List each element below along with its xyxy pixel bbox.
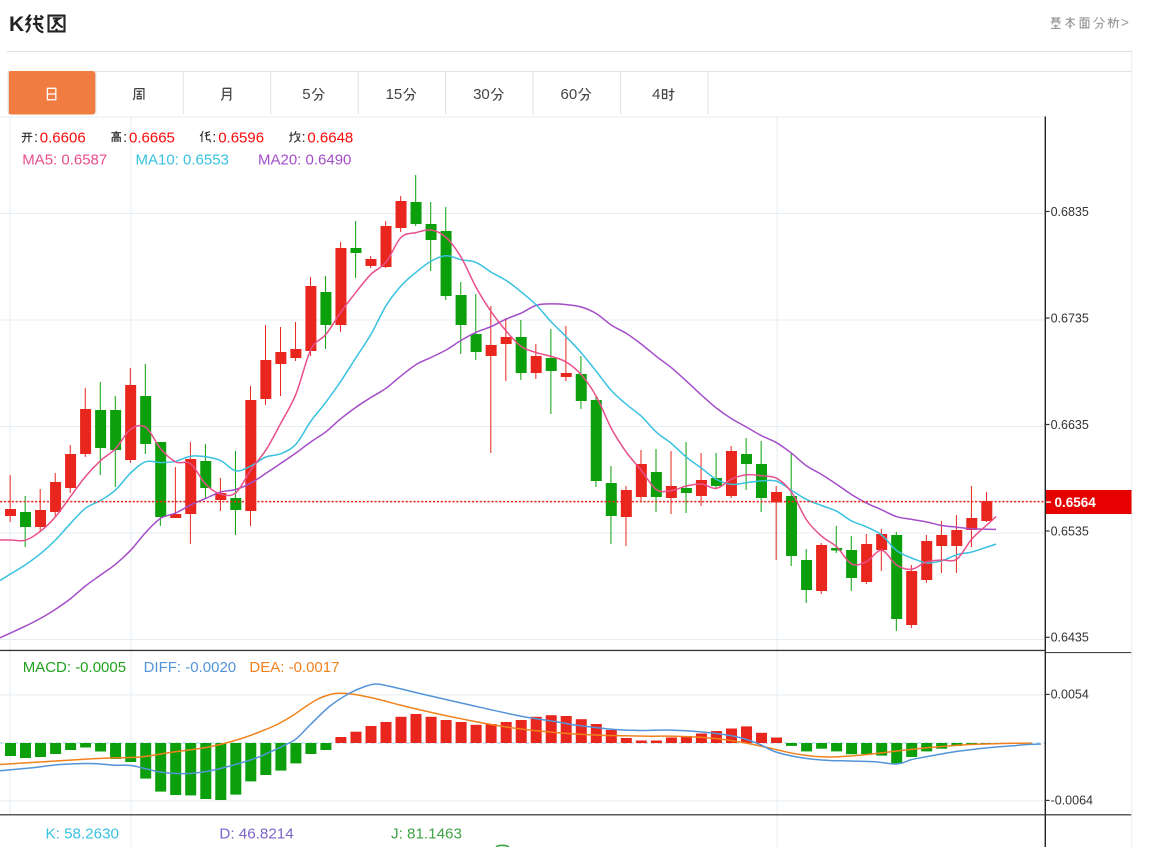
svg-text:0.6648: 0.6648 [307, 129, 353, 146]
svg-text:-0.0064: -0.0064 [1051, 794, 1093, 808]
svg-text:0.6564: 0.6564 [1055, 495, 1097, 510]
svg-text:30: 30 [473, 86, 490, 103]
svg-text:K: K [9, 13, 24, 36]
svg-text:MACD: -0.0005: MACD: -0.0005 [23, 659, 126, 676]
svg-text:K: 58.2630: K: 58.2630 [46, 825, 119, 842]
svg-text:4: 4 [652, 86, 660, 103]
svg-text:5: 5 [302, 86, 310, 103]
svg-text::: : [34, 129, 38, 146]
svg-text::: : [212, 129, 216, 146]
svg-text:MA20: 0.6490: MA20: 0.6490 [258, 151, 351, 168]
svg-text:>: > [1121, 15, 1129, 30]
svg-text:0.6606: 0.6606 [40, 129, 86, 146]
svg-text::: : [123, 129, 127, 146]
svg-text:MA5: 0.6587: MA5: 0.6587 [22, 151, 107, 168]
svg-text:D: 46.8214: D: 46.8214 [219, 825, 293, 842]
svg-text:0.6835: 0.6835 [1051, 205, 1089, 219]
svg-text:0.6635: 0.6635 [1051, 418, 1089, 432]
svg-text:DEA: -0.0017: DEA: -0.0017 [249, 659, 339, 676]
svg-text:0.0054: 0.0054 [1051, 688, 1089, 702]
svg-text:60: 60 [561, 86, 578, 103]
svg-text:0.6535: 0.6535 [1051, 524, 1089, 538]
svg-text:15: 15 [386, 86, 403, 103]
svg-text:0.6665: 0.6665 [129, 129, 175, 146]
svg-text:0.6435: 0.6435 [1051, 631, 1089, 645]
svg-text:MA10: 0.6553: MA10: 0.6553 [136, 151, 229, 168]
svg-text::: : [302, 129, 306, 146]
svg-text:DIFF: -0.0020: DIFF: -0.0020 [144, 659, 237, 676]
svg-text:0.6735: 0.6735 [1051, 311, 1089, 325]
svg-text:J: 81.1463: J: 81.1463 [391, 825, 462, 842]
svg-text:0.6596: 0.6596 [218, 129, 264, 146]
